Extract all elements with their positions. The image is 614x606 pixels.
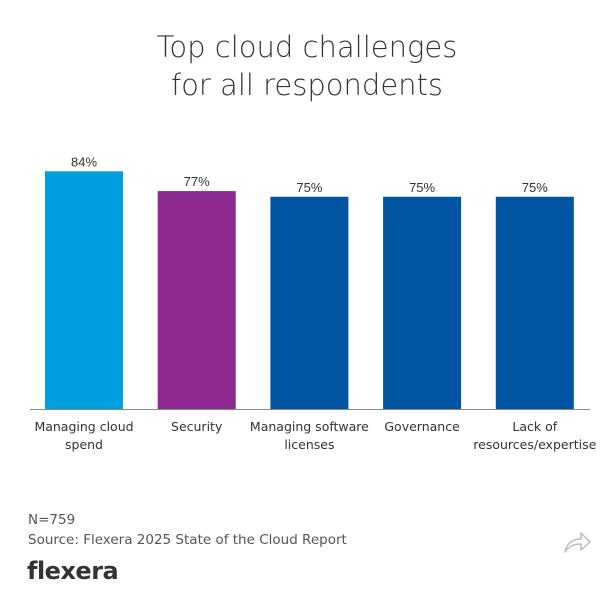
bar — [45, 171, 123, 409]
sample-size: N=759 — [28, 512, 76, 528]
chart-title: Top cloud challenges for all respondents — [0, 28, 614, 104]
data-label: 84% — [71, 154, 97, 169]
bar-chart: 84% Managing cloud spend 77% Security 75% Mana… — [30, 154, 597, 452]
category-label: resources/expertise — [473, 437, 596, 452]
data-label: 75% — [296, 180, 322, 195]
category-label: Security — [171, 419, 223, 434]
category-label: Managing software — [250, 419, 369, 434]
flexera-logo: flexera — [27, 557, 119, 585]
category-label: spend — [65, 437, 103, 452]
chart-title-line: for all respondents — [170, 68, 444, 102]
bar — [383, 196, 462, 409]
category-label: licenses — [284, 437, 334, 452]
data-label: 77% — [184, 174, 210, 189]
category-label: Governance — [384, 419, 460, 434]
bar — [270, 196, 349, 409]
data-label: 75% — [522, 180, 548, 195]
source-note: Source: Flexera 2025 State of the Cloud … — [28, 532, 347, 548]
bar — [495, 196, 574, 409]
category-label: Lack of — [512, 419, 557, 434]
bar — [157, 191, 236, 409]
category-label: Managing cloud — [34, 419, 133, 434]
chart-title-line: Top cloud challenges — [156, 30, 458, 64]
data-label: 75% — [409, 180, 435, 195]
